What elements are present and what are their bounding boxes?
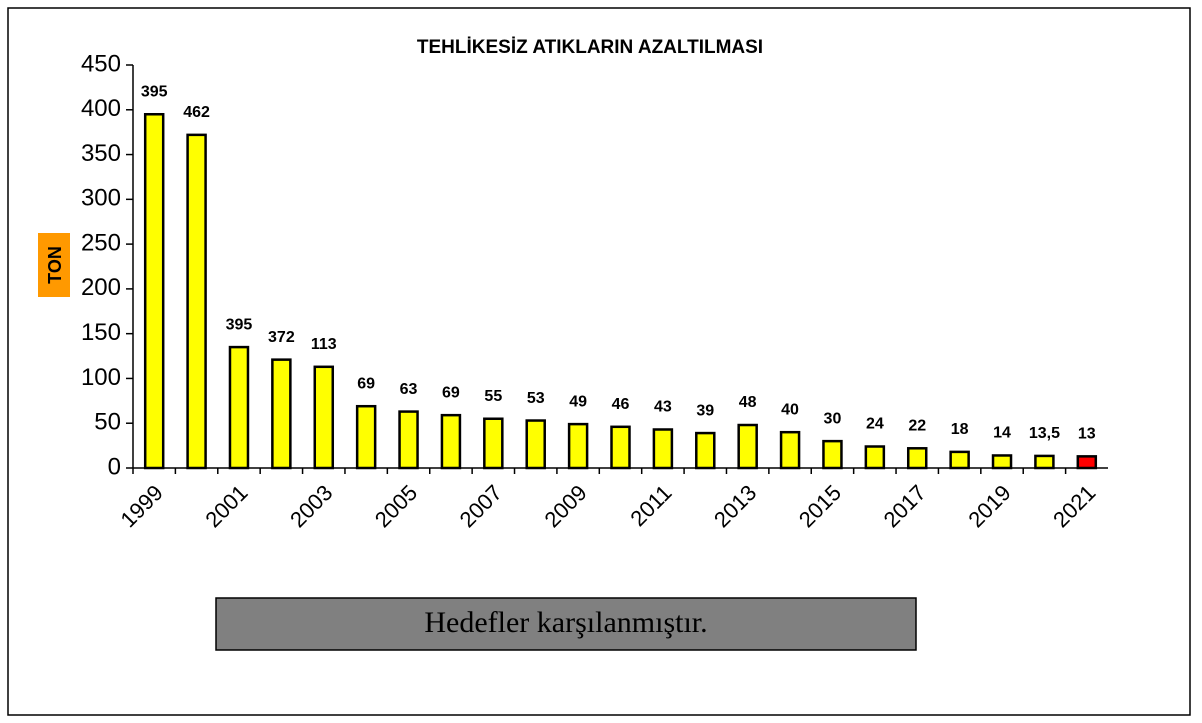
bar <box>864 445 886 470</box>
y-tick-label: 0 <box>108 453 121 480</box>
bar-label: 69 <box>357 375 375 392</box>
bar <box>143 113 165 470</box>
bar <box>779 430 801 470</box>
bar <box>525 419 546 470</box>
y-tick-label: 100 <box>81 364 121 391</box>
bar-label: 46 <box>612 396 630 413</box>
bar <box>567 422 589 470</box>
bar <box>1076 455 1098 470</box>
bar <box>991 454 1013 470</box>
bar-label: 39 <box>696 402 714 419</box>
bar <box>610 425 631 470</box>
y-axis-label: TON <box>45 246 65 284</box>
bar <box>483 417 504 470</box>
bar-label: 13,5 <box>1029 425 1060 442</box>
bar <box>1034 454 1055 470</box>
note-box <box>215 597 917 651</box>
bar-label: 63 <box>400 381 418 398</box>
bar-label: 49 <box>569 393 587 410</box>
bar <box>355 404 377 470</box>
bar-label: 43 <box>654 399 672 416</box>
bar-label: 13 <box>1078 426 1096 443</box>
bar-label: 395 <box>141 83 168 100</box>
y-tick-label: 150 <box>81 319 121 346</box>
bar <box>822 439 843 470</box>
y-tick-label: 250 <box>81 229 121 256</box>
bar-label: 48 <box>739 394 757 411</box>
bar <box>737 423 758 470</box>
y-tick-label: 50 <box>94 409 121 436</box>
bar <box>228 345 250 470</box>
bar-label: 24 <box>866 416 884 433</box>
bar <box>186 133 207 470</box>
y-tick-label: 200 <box>81 274 121 301</box>
bar-label: 40 <box>781 401 799 418</box>
y-label-box <box>38 233 70 297</box>
bar-label: 22 <box>908 418 926 435</box>
chart-title: TEHLİKESİZ ATIKLARIN AZALTILMASI <box>417 37 763 58</box>
bar-label: 69 <box>442 384 460 401</box>
y-tick-label: 400 <box>81 95 121 122</box>
bar-label: 113 <box>311 336 337 353</box>
bar-label: 462 <box>183 104 210 121</box>
bar-label: 18 <box>951 421 969 438</box>
note: Hedefler karşılanmıştır. <box>424 606 707 639</box>
bar <box>695 431 716 470</box>
bar-label: 395 <box>226 316 253 333</box>
bar <box>271 358 292 470</box>
bar-label: 55 <box>484 388 502 405</box>
bar <box>440 413 462 470</box>
bar-label: 372 <box>268 329 295 346</box>
bar-label: 14 <box>993 425 1011 442</box>
bar-label: 53 <box>527 390 545 407</box>
y-tick-label: 300 <box>81 185 121 212</box>
bar <box>313 365 335 470</box>
bar <box>949 450 970 470</box>
y-tick-label: 350 <box>81 140 121 167</box>
bar-label: 30 <box>824 410 842 427</box>
y-tick-label: 450 <box>81 50 121 77</box>
bar <box>906 447 928 470</box>
bar <box>398 410 419 470</box>
bar <box>652 428 674 470</box>
